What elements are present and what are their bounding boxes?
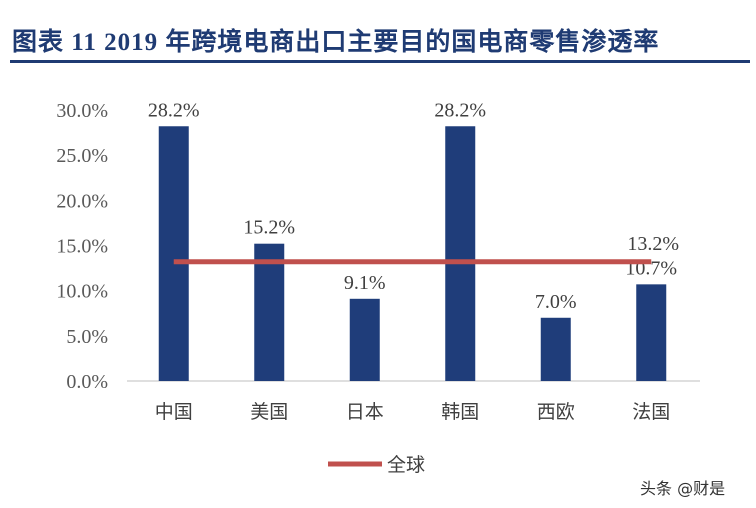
line-data-label: 13.2% <box>627 233 679 255</box>
data-label: 7.0% <box>535 291 577 313</box>
data-label: 28.2% <box>148 99 200 121</box>
x-tick-label: 日本 <box>346 401 384 423</box>
data-label: 15.2% <box>243 217 295 239</box>
bar-西欧 <box>540 317 571 381</box>
bar-韩国 <box>445 126 476 381</box>
y-tick-label: 5.0% <box>66 326 108 348</box>
chart-title: 图表 11 2019 年跨境电商出口主要目的国电商零售渗透率 <box>12 29 660 56</box>
data-label: 28.2% <box>434 99 486 121</box>
bar-法国 <box>636 284 667 381</box>
bar-美国 <box>254 243 285 381</box>
x-tick-label: 法国 <box>632 401 670 423</box>
y-tick-label: 25.0% <box>56 145 108 167</box>
bar-日本 <box>349 298 380 381</box>
title-divider <box>10 60 750 63</box>
bar-中国 <box>158 126 189 381</box>
x-tick-label: 西欧 <box>537 401 575 423</box>
y-tick-label: 10.0% <box>56 281 108 303</box>
y-tick-label: 30.0% <box>56 100 108 122</box>
x-tick-label: 中国 <box>155 401 193 423</box>
data-label: 9.1% <box>344 272 386 294</box>
y-tick-label: 15.0% <box>56 236 108 258</box>
watermark: 头条 @财是 <box>640 479 726 498</box>
y-tick-label: 20.0% <box>56 190 108 212</box>
legend-label: 全球 <box>387 454 425 476</box>
y-tick-label: 0.0% <box>66 371 108 393</box>
x-tick-label: 韩国 <box>441 401 479 423</box>
x-tick-label: 美国 <box>250 401 288 423</box>
